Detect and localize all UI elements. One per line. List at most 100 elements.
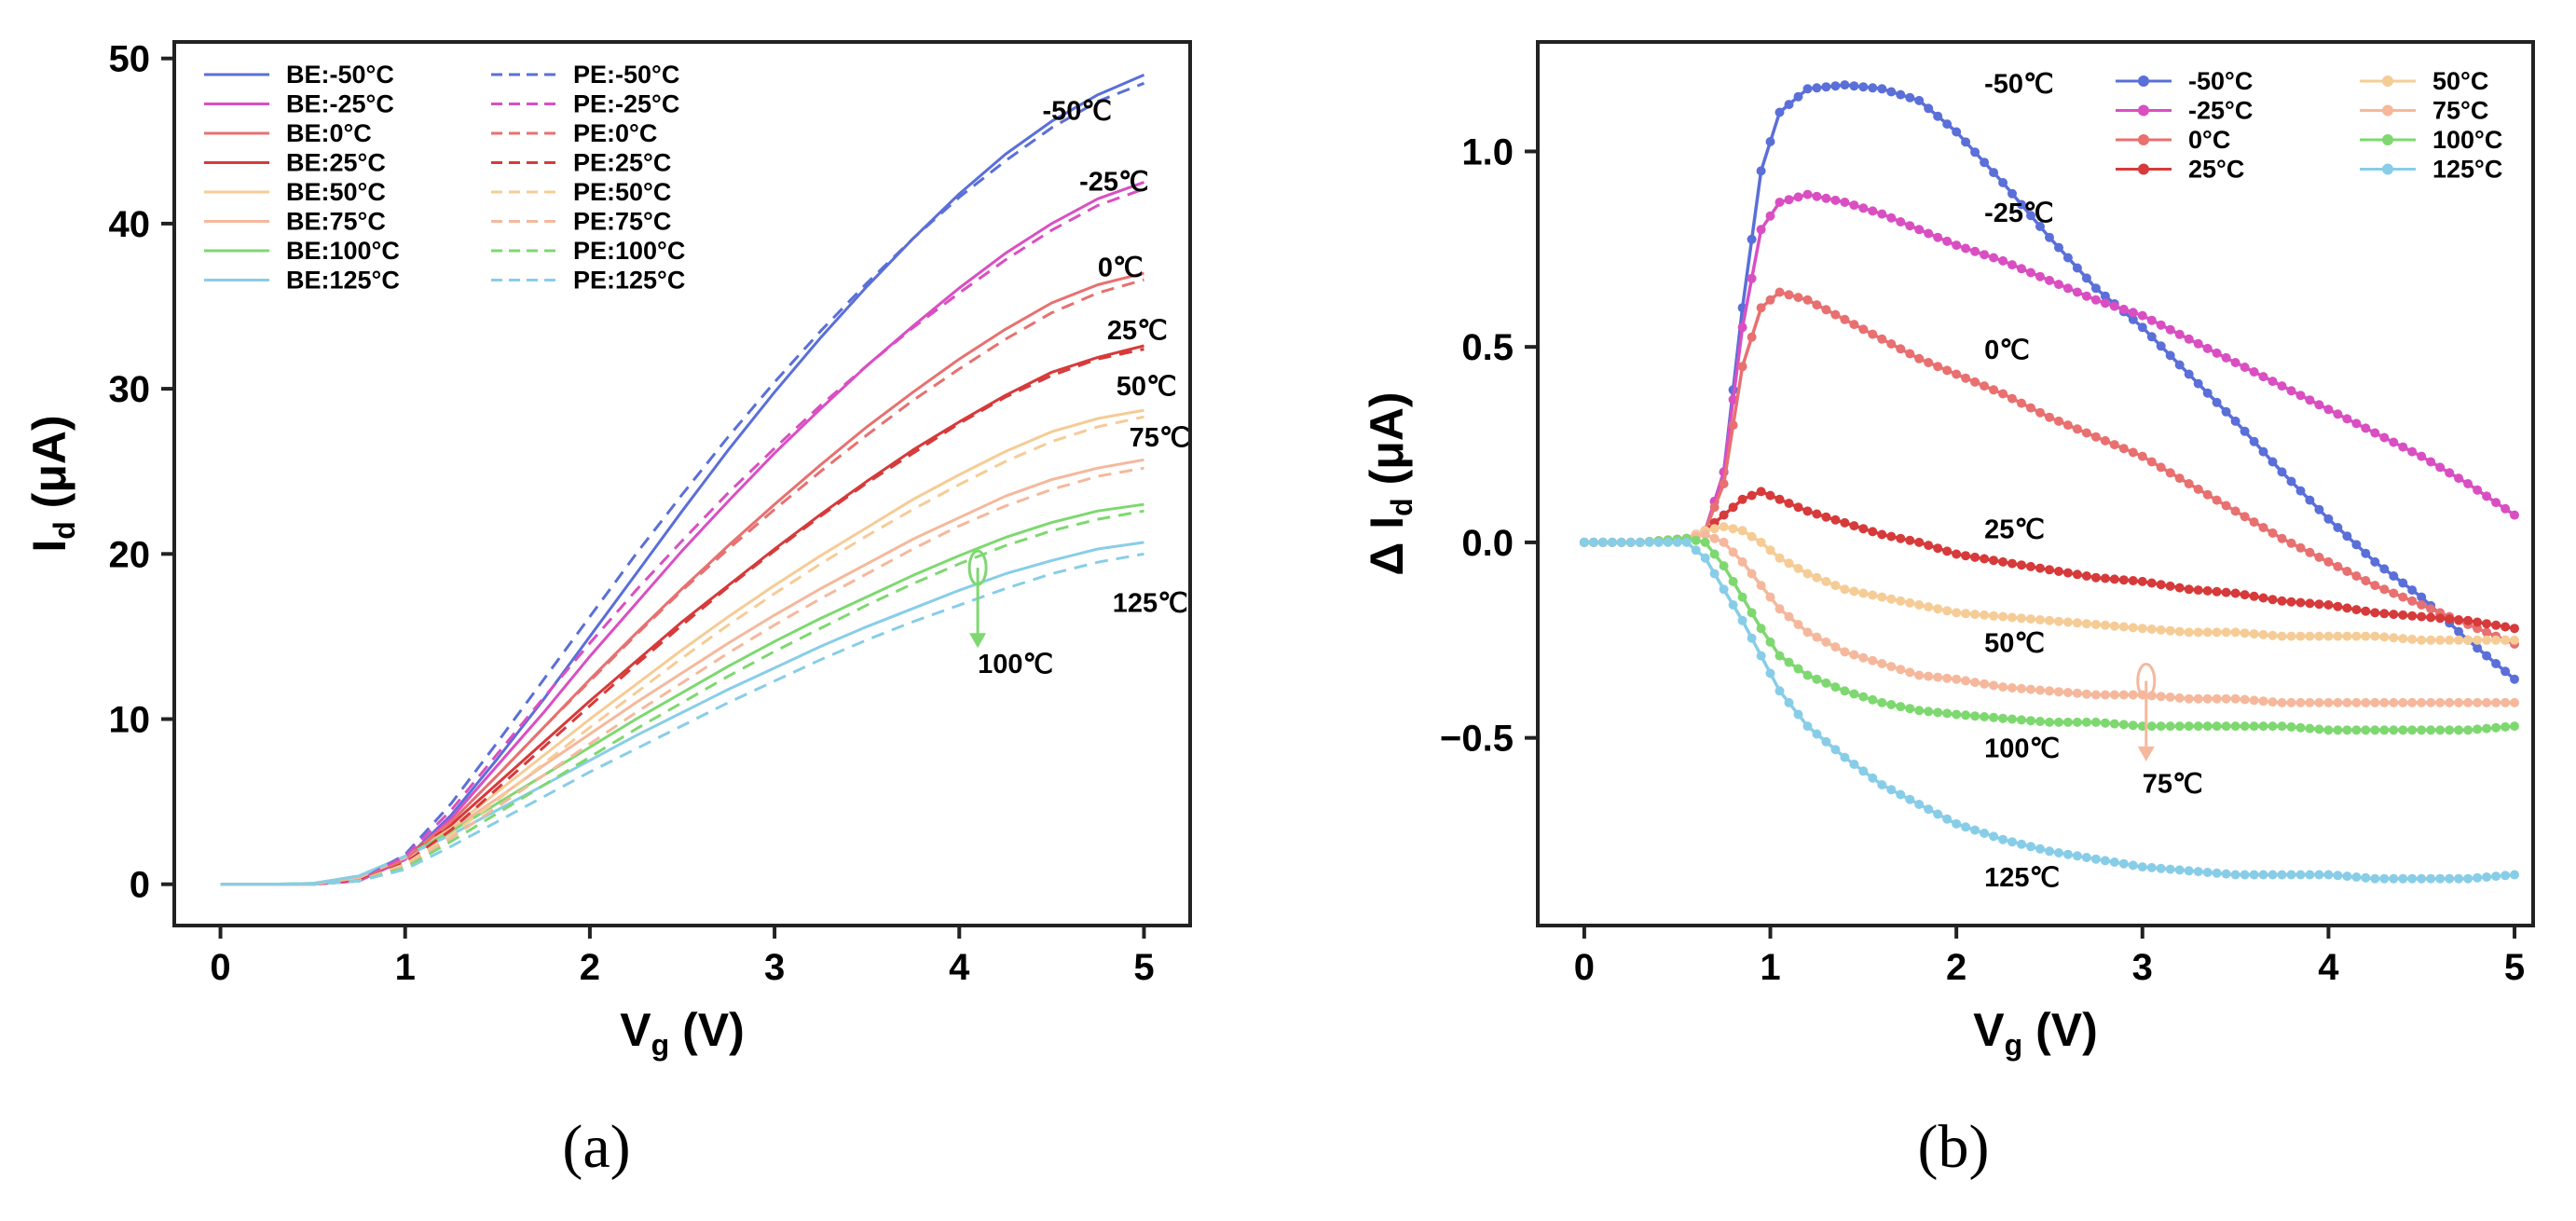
data-point (2342, 531, 2352, 542)
data-point (2389, 633, 2399, 643)
data-point (1942, 708, 1953, 719)
x-tick-label: 3 (2132, 947, 2153, 988)
data-point (2184, 479, 2194, 488)
data-point (1905, 349, 1915, 359)
data-point (2473, 617, 2483, 627)
data-point (2510, 721, 2519, 732)
data-point (2501, 697, 2511, 707)
data-point (2118, 444, 2129, 454)
data-point (2128, 720, 2138, 731)
data-point (2379, 609, 2390, 619)
data-point (2435, 725, 2446, 735)
temperature-annotation: 100℃ (1984, 734, 2060, 764)
data-point (1961, 137, 1971, 147)
data-point (2482, 697, 2492, 707)
data-point (1793, 293, 1803, 303)
data-point (2445, 697, 2455, 707)
data-point (2435, 873, 2446, 884)
data-point (2510, 697, 2519, 707)
data-point (1821, 82, 1831, 92)
data-point (1812, 729, 1822, 739)
data-point (2249, 517, 2259, 528)
data-point (1719, 561, 1729, 571)
data-point (2361, 576, 2371, 585)
data-point (2510, 674, 2519, 684)
data-point (2221, 406, 2231, 417)
temperature-annotation: 100℃ (978, 650, 1053, 679)
data-point (2314, 724, 2324, 734)
data-point (2156, 721, 2166, 732)
data-point (2174, 693, 2185, 703)
data-point (2100, 573, 2110, 583)
data-point (2118, 304, 2129, 314)
data-point (1765, 545, 1775, 556)
data-point (1868, 773, 1878, 783)
data-point (2342, 631, 2352, 641)
data-point (2212, 868, 2222, 878)
y-tick-label: 1.0 (1461, 131, 1514, 172)
data-point (2072, 618, 2082, 628)
data-point (1700, 553, 1710, 563)
legend-marker (2382, 75, 2393, 87)
data-point (2174, 865, 2185, 875)
data-point (2268, 870, 2278, 880)
data-point (1933, 672, 1943, 682)
data-point (2351, 571, 2362, 581)
data-point (1924, 602, 1934, 612)
data-point (1784, 195, 1794, 205)
data-point (1914, 225, 1925, 235)
legend-marker (2382, 104, 2393, 117)
data-point (2482, 651, 2492, 661)
data-point (1821, 678, 1831, 688)
data-point (1765, 637, 1775, 647)
series-line-pe-0c (220, 278, 1144, 886)
data-point (1635, 537, 1645, 547)
data-point (2081, 571, 2091, 581)
data-point (2473, 724, 2483, 734)
data-point (1774, 604, 1785, 614)
data-point (1719, 584, 1729, 595)
data-point (2482, 627, 2492, 638)
data-point (2081, 853, 2091, 862)
data-point (2054, 687, 2063, 697)
data-point (1886, 531, 1897, 542)
data-point (2017, 715, 2026, 725)
data-point (2407, 596, 2418, 606)
data-point (1812, 191, 1822, 201)
legend-label-be-m50c: BE:-50°C (286, 61, 394, 89)
data-point (2165, 350, 2175, 361)
temperature-annotation: -50℃ (1984, 70, 2053, 100)
data-point (2323, 600, 2334, 610)
data-point (2202, 693, 2213, 704)
data-point (2221, 627, 2231, 638)
data-point (2193, 378, 2203, 389)
data-point (2007, 393, 2017, 404)
data-point (1830, 745, 1841, 755)
data-point (1896, 89, 1906, 100)
data-point (2305, 395, 2315, 405)
data-point (2491, 722, 2501, 733)
series-line-be-25c (220, 344, 1144, 886)
data-point (2230, 416, 2240, 426)
data-point (2090, 295, 2101, 305)
data-point (1719, 537, 1729, 547)
data-point (2510, 624, 2519, 634)
data-point (2184, 627, 2194, 638)
data-point (1774, 686, 1785, 696)
data-point (1821, 193, 1831, 203)
data-point (2258, 870, 2268, 880)
data-point (2268, 595, 2278, 605)
data-point (2426, 725, 2436, 735)
data-point (1905, 535, 1915, 545)
data-point (2407, 725, 2418, 735)
data-point (1709, 533, 1720, 543)
data-point (1952, 127, 1962, 137)
data-point (2100, 690, 2110, 700)
data-point (2295, 542, 2306, 553)
data-point (1858, 652, 1869, 663)
data-point (2165, 721, 2175, 732)
data-point (2286, 631, 2296, 641)
data-point (2314, 631, 2324, 641)
data-point (1812, 572, 1822, 583)
data-point (2054, 567, 2063, 576)
